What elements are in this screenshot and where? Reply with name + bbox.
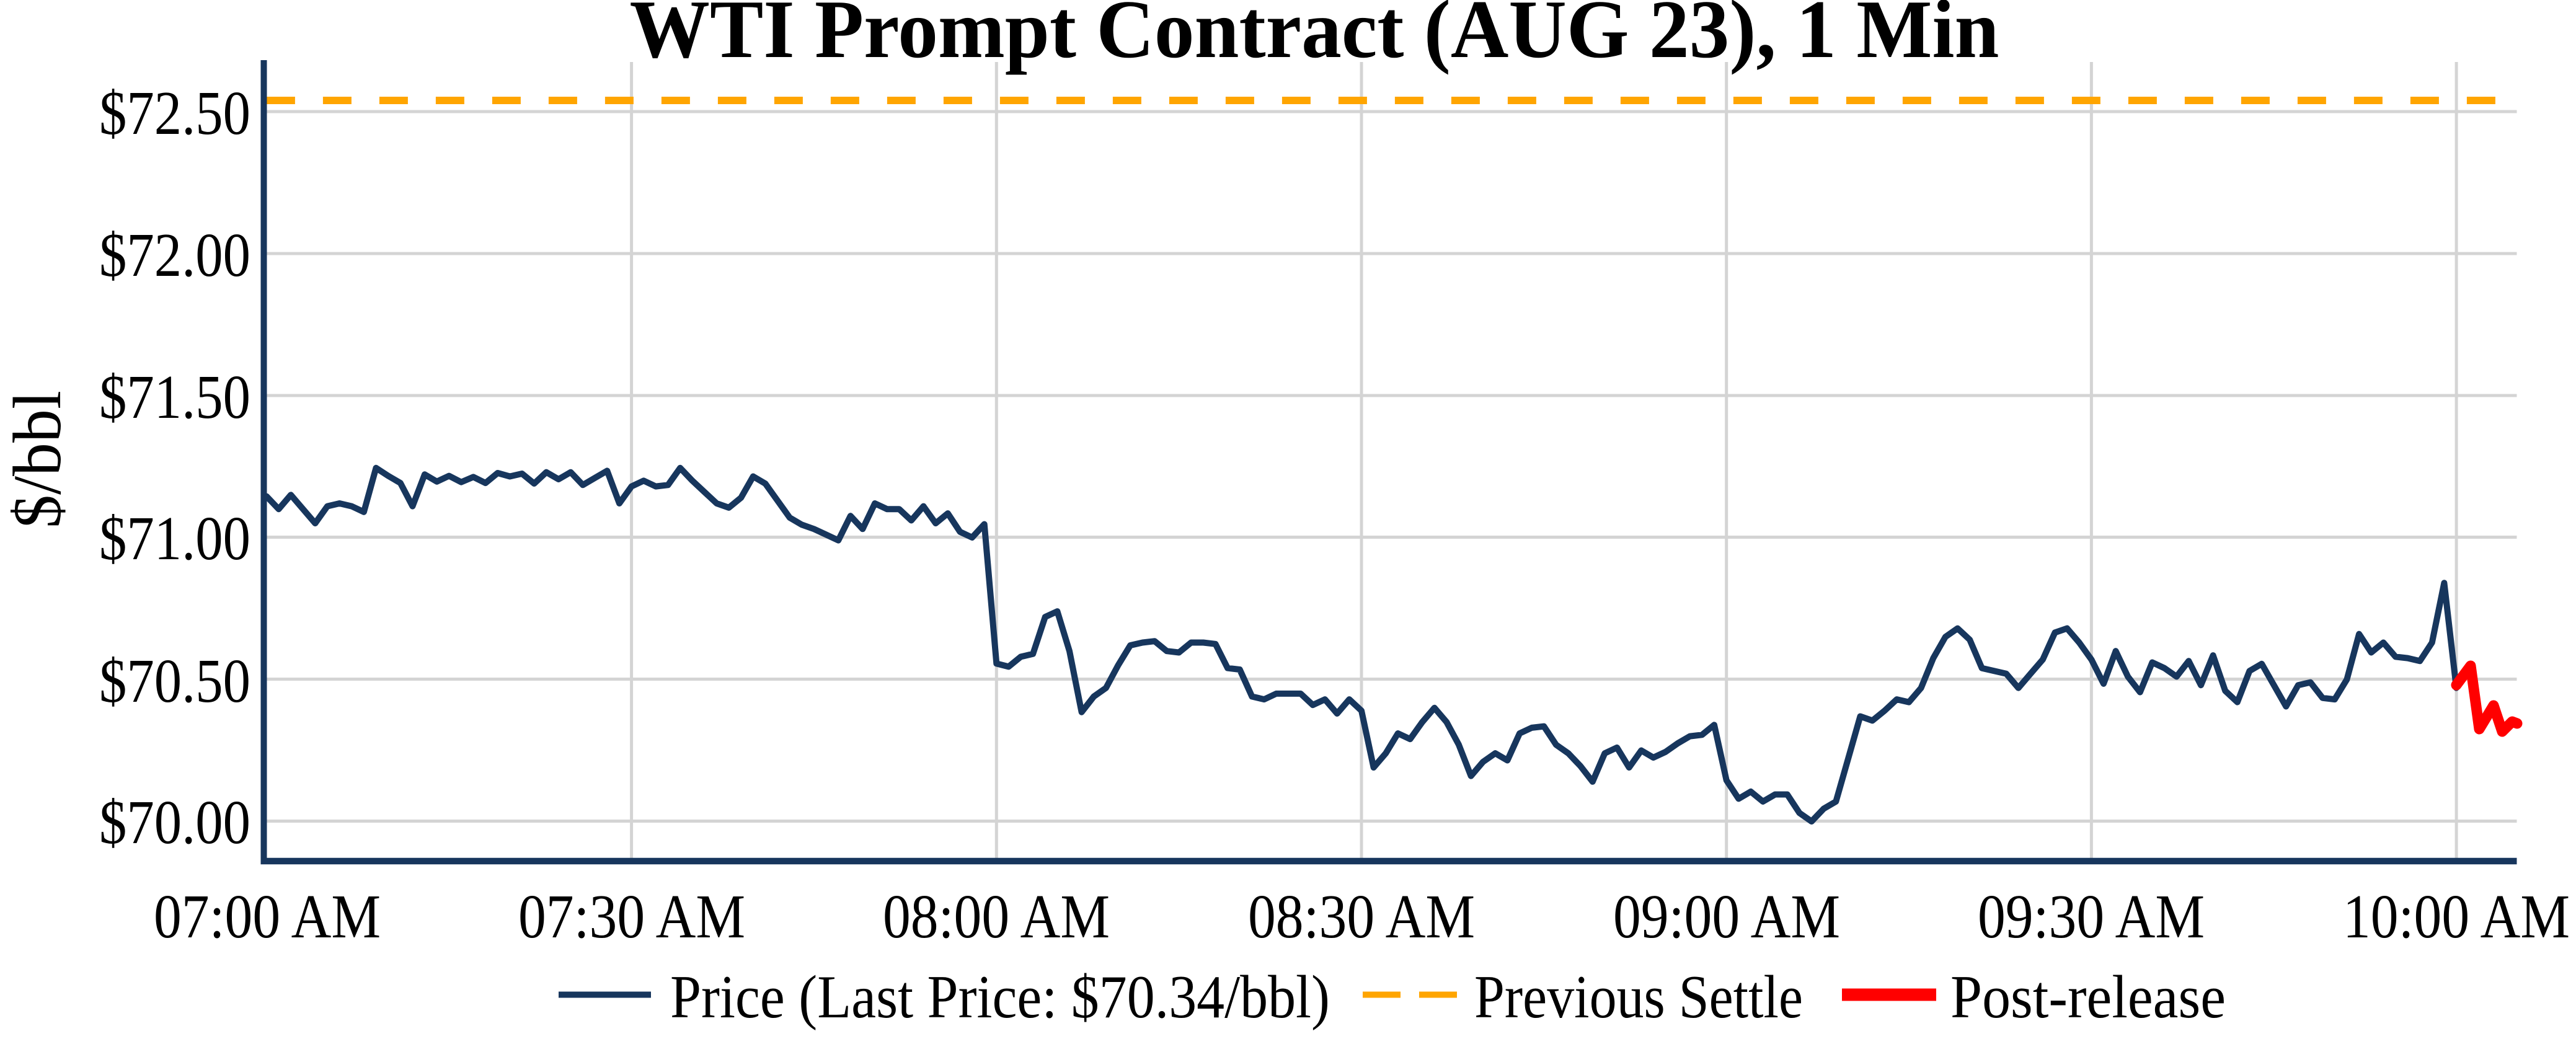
svg-text:$/bbl: $/bbl (0, 391, 75, 528)
svg-text:10:00 AM: 10:00 AM (2343, 882, 2570, 951)
svg-text:$70.50: $70.50 (99, 646, 250, 715)
svg-text:Previous Settle: Previous Settle (1474, 963, 1803, 1031)
svg-text:$70.00: $70.00 (99, 787, 250, 857)
svg-text:$72.00: $72.00 (99, 220, 250, 290)
svg-text:08:00 AM: 08:00 AM (883, 882, 1110, 951)
svg-text:$71.50: $71.50 (99, 362, 250, 431)
svg-text:WTI Prompt Contract (AUG 23),: WTI Prompt Contract (AUG 23), 1 Min (630, 0, 1999, 75)
svg-text:07:00 AM: 07:00 AM (154, 882, 381, 951)
svg-text:Price (Last Price: $70.34/bbl): Price (Last Price: $70.34/bbl) (670, 963, 1330, 1031)
svg-text:Post-release: Post-release (1950, 963, 2226, 1031)
svg-text:$72.50: $72.50 (99, 78, 250, 148)
svg-text:07:30 AM: 07:30 AM (518, 882, 745, 951)
svg-text:09:00 AM: 09:00 AM (1613, 882, 1840, 951)
svg-text:08:30 AM: 08:30 AM (1248, 882, 1475, 951)
svg-text:09:30 AM: 09:30 AM (1978, 882, 2205, 951)
svg-text:$71.00: $71.00 (99, 503, 250, 573)
